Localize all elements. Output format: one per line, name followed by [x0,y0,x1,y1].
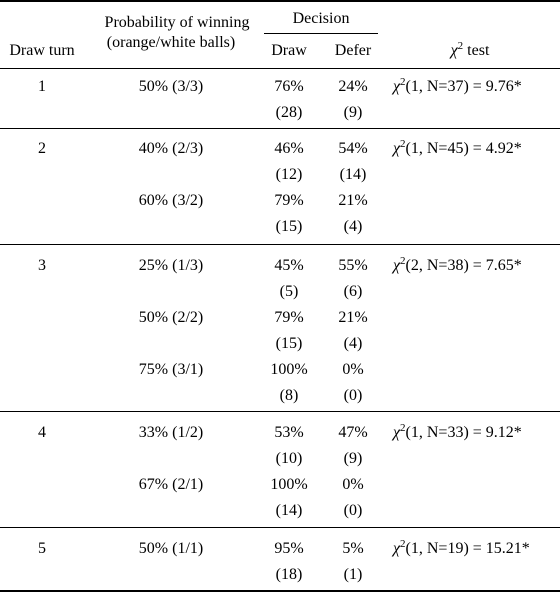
header-bottom-rule [0,68,560,69]
defer-percent-cell: 0% [342,476,364,493]
draw-count-cell: (5) [279,283,299,300]
chi-symbol: χ [393,540,401,557]
draw-count-cell: (18) [275,566,303,583]
chi-superscript: 2 [400,76,406,88]
chi-test-cell: χ2(1, N=45) = 4.92* [393,138,522,158]
probability-cell: 50% (3/3) [138,78,204,95]
draw-turn-cell: 5 [38,540,46,557]
defer-count-cell: (14) [339,166,367,183]
defer-percent-cell: 47% [338,424,368,441]
defer-count-cell: (6) [343,283,363,300]
draw-percent-cell: 53% [274,424,304,441]
probability-cell: 75% (3/1) [138,361,204,378]
draw-turn-cell: 4 [38,424,46,441]
draw-percent-cell: 46% [274,140,304,157]
draw-count-cell: (28) [275,104,303,121]
draw-percent-cell: 76% [274,78,304,95]
chi-statistic: (1, N=45) = 4.92* [405,140,522,157]
draw-percent-cell: 79% [274,309,304,326]
draw-turn-cell: 3 [38,257,46,274]
chi-test-cell: χ2(1, N=33) = 9.12* [393,422,522,442]
defer-percent-cell: 24% [338,78,368,95]
probability-cell: 67% (2/1) [138,476,204,493]
draw-count-cell: (15) [275,218,303,235]
probability-cell: 60% (3/2) [138,192,204,209]
bottom-rule [0,590,560,592]
header-draw: Draw [271,42,307,59]
header-probability-line1: Probability of winning [104,14,250,31]
header-defer: Defer [334,42,372,59]
group-separator-rule [0,244,560,245]
chi-superscript: 2 [400,138,406,150]
draw-percent-cell: 100% [270,476,308,493]
decision-rule [264,33,378,34]
chi-test-label: test [463,42,490,59]
top-rule [0,0,560,2]
chi-superscript: 2 [400,422,406,434]
probability-cell: 50% (1/1) [138,540,204,557]
chi-statistic: (1, N=37) = 9.76* [405,78,522,95]
draw-percent-cell: 100% [270,361,308,378]
chi-symbol: χ [450,42,458,59]
chi-symbol: χ [393,140,401,157]
probability-cell: 33% (1/2) [138,424,204,441]
defer-percent-cell: 5% [342,540,364,557]
chi-statistic: (1, N=19) = 15.21* [405,540,530,557]
draw-count-cell: (14) [275,502,303,519]
probability-cell: 40% (2/3) [138,140,204,157]
chi-symbol: χ [393,78,401,95]
draw-percent-cell: 95% [274,540,304,557]
group-separator-rule [0,527,560,528]
chi-test-cell: χ2(1, N=37) = 9.76* [393,76,522,96]
header-draw-turn: Draw turn [9,42,75,59]
chi-superscript: 2 [400,538,406,550]
defer-count-cell: (1) [343,566,363,583]
chi-statistic: (2, N=38) = 7.65* [405,257,522,274]
draw-count-cell: (12) [275,166,303,183]
group-separator-rule [0,128,560,129]
defer-percent-cell: 21% [338,192,368,209]
defer-percent-cell: 0% [342,361,364,378]
chi-symbol: χ [393,257,401,274]
draw-count-cell: (10) [275,450,303,467]
chi-superscript: 2 [457,40,464,52]
defer-count-cell: (4) [343,218,363,235]
defer-count-cell: (4) [343,335,363,352]
defer-percent-cell: 55% [338,257,368,274]
draw-percent-cell: 79% [274,192,304,209]
probability-cell: 50% (2/2) [138,309,204,326]
defer-count-cell: (9) [343,104,363,121]
draw-count-cell: (8) [279,387,299,404]
draw-turn-cell: 1 [38,78,46,95]
defer-percent-cell: 21% [338,309,368,326]
chi-test-cell: χ2(1, N=19) = 15.21* [393,538,530,558]
draw-percent-cell: 45% [274,257,304,274]
defer-count-cell: (0) [343,387,363,404]
draw-turn-cell: 2 [38,140,46,157]
chi-symbol: χ [393,424,401,441]
draw-count-cell: (15) [275,335,303,352]
chi-superscript: 2 [400,255,406,267]
defer-count-cell: (0) [343,502,363,519]
chi-test-cell: χ2(2, N=38) = 7.65* [393,255,522,275]
defer-count-cell: (9) [343,450,363,467]
header-decision: Decision [292,10,350,27]
chi-statistic: (1, N=33) = 9.12* [405,424,522,441]
probability-cell: 25% (1/3) [138,257,204,274]
group-separator-rule [0,411,560,412]
header-chi-test: χ2 test [450,40,490,60]
defer-percent-cell: 54% [338,140,368,157]
header-probability-line2: (orange/white balls) [106,34,236,51]
